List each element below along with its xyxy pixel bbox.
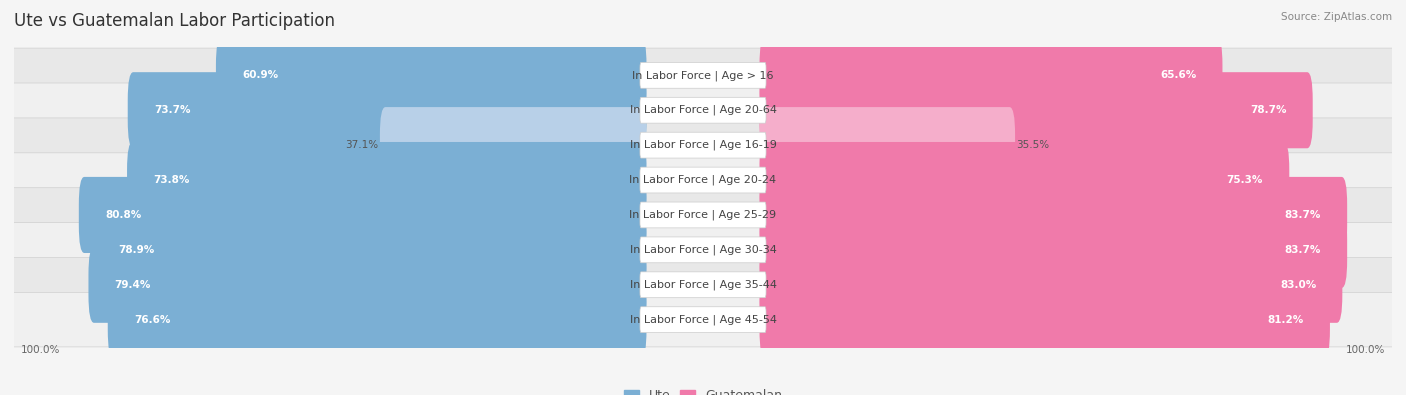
Text: 100.0%: 100.0% xyxy=(1346,345,1385,355)
FancyBboxPatch shape xyxy=(13,153,1393,207)
Text: 73.7%: 73.7% xyxy=(153,105,190,115)
FancyBboxPatch shape xyxy=(759,37,1222,113)
FancyBboxPatch shape xyxy=(128,72,647,148)
Text: 100.0%: 100.0% xyxy=(21,345,60,355)
FancyBboxPatch shape xyxy=(640,237,766,263)
Text: 81.2%: 81.2% xyxy=(1267,315,1303,325)
FancyBboxPatch shape xyxy=(759,212,1347,288)
FancyBboxPatch shape xyxy=(640,202,766,228)
FancyBboxPatch shape xyxy=(13,223,1393,277)
FancyBboxPatch shape xyxy=(13,83,1393,137)
FancyBboxPatch shape xyxy=(89,247,647,323)
Text: 79.4%: 79.4% xyxy=(115,280,150,290)
Text: 73.8%: 73.8% xyxy=(153,175,190,185)
Text: 80.8%: 80.8% xyxy=(105,210,141,220)
Text: In Labor Force | Age 25-29: In Labor Force | Age 25-29 xyxy=(630,210,776,220)
FancyBboxPatch shape xyxy=(759,177,1347,253)
Text: In Labor Force | Age > 16: In Labor Force | Age > 16 xyxy=(633,70,773,81)
Text: 78.7%: 78.7% xyxy=(1250,105,1286,115)
FancyBboxPatch shape xyxy=(217,37,647,113)
Text: 37.1%: 37.1% xyxy=(346,140,378,150)
FancyBboxPatch shape xyxy=(640,272,766,298)
Text: 83.7%: 83.7% xyxy=(1285,245,1322,255)
Text: 78.9%: 78.9% xyxy=(118,245,155,255)
Text: 83.7%: 83.7% xyxy=(1285,210,1322,220)
FancyBboxPatch shape xyxy=(640,132,766,158)
Text: In Labor Force | Age 16-19: In Labor Force | Age 16-19 xyxy=(630,140,776,150)
FancyBboxPatch shape xyxy=(127,142,647,218)
FancyBboxPatch shape xyxy=(759,72,1313,148)
FancyBboxPatch shape xyxy=(108,282,647,358)
Text: Source: ZipAtlas.com: Source: ZipAtlas.com xyxy=(1281,12,1392,22)
Text: 76.6%: 76.6% xyxy=(134,315,170,325)
Text: 60.9%: 60.9% xyxy=(242,70,278,80)
FancyBboxPatch shape xyxy=(759,282,1330,358)
FancyBboxPatch shape xyxy=(13,48,1393,103)
Text: Ute vs Guatemalan Labor Participation: Ute vs Guatemalan Labor Participation xyxy=(14,12,335,30)
Text: 75.3%: 75.3% xyxy=(1226,175,1263,185)
Text: 83.0%: 83.0% xyxy=(1279,280,1316,290)
FancyBboxPatch shape xyxy=(13,292,1393,347)
Legend: Ute, Guatemalan: Ute, Guatemalan xyxy=(619,384,787,395)
FancyBboxPatch shape xyxy=(640,307,766,333)
Text: In Labor Force | Age 20-64: In Labor Force | Age 20-64 xyxy=(630,105,776,115)
FancyBboxPatch shape xyxy=(13,258,1393,312)
FancyBboxPatch shape xyxy=(380,107,647,183)
Text: In Labor Force | Age 35-44: In Labor Force | Age 35-44 xyxy=(630,280,776,290)
FancyBboxPatch shape xyxy=(79,177,647,253)
FancyBboxPatch shape xyxy=(640,97,766,123)
FancyBboxPatch shape xyxy=(759,247,1343,323)
FancyBboxPatch shape xyxy=(13,118,1393,172)
FancyBboxPatch shape xyxy=(13,188,1393,242)
FancyBboxPatch shape xyxy=(640,62,766,88)
Text: In Labor Force | Age 20-24: In Labor Force | Age 20-24 xyxy=(630,175,776,185)
Text: In Labor Force | Age 30-34: In Labor Force | Age 30-34 xyxy=(630,245,776,255)
Text: 65.6%: 65.6% xyxy=(1160,70,1197,80)
FancyBboxPatch shape xyxy=(640,167,766,193)
FancyBboxPatch shape xyxy=(759,107,1015,183)
Text: In Labor Force | Age 45-54: In Labor Force | Age 45-54 xyxy=(630,314,776,325)
FancyBboxPatch shape xyxy=(91,212,647,288)
FancyBboxPatch shape xyxy=(759,142,1289,218)
Text: 35.5%: 35.5% xyxy=(1017,140,1050,150)
